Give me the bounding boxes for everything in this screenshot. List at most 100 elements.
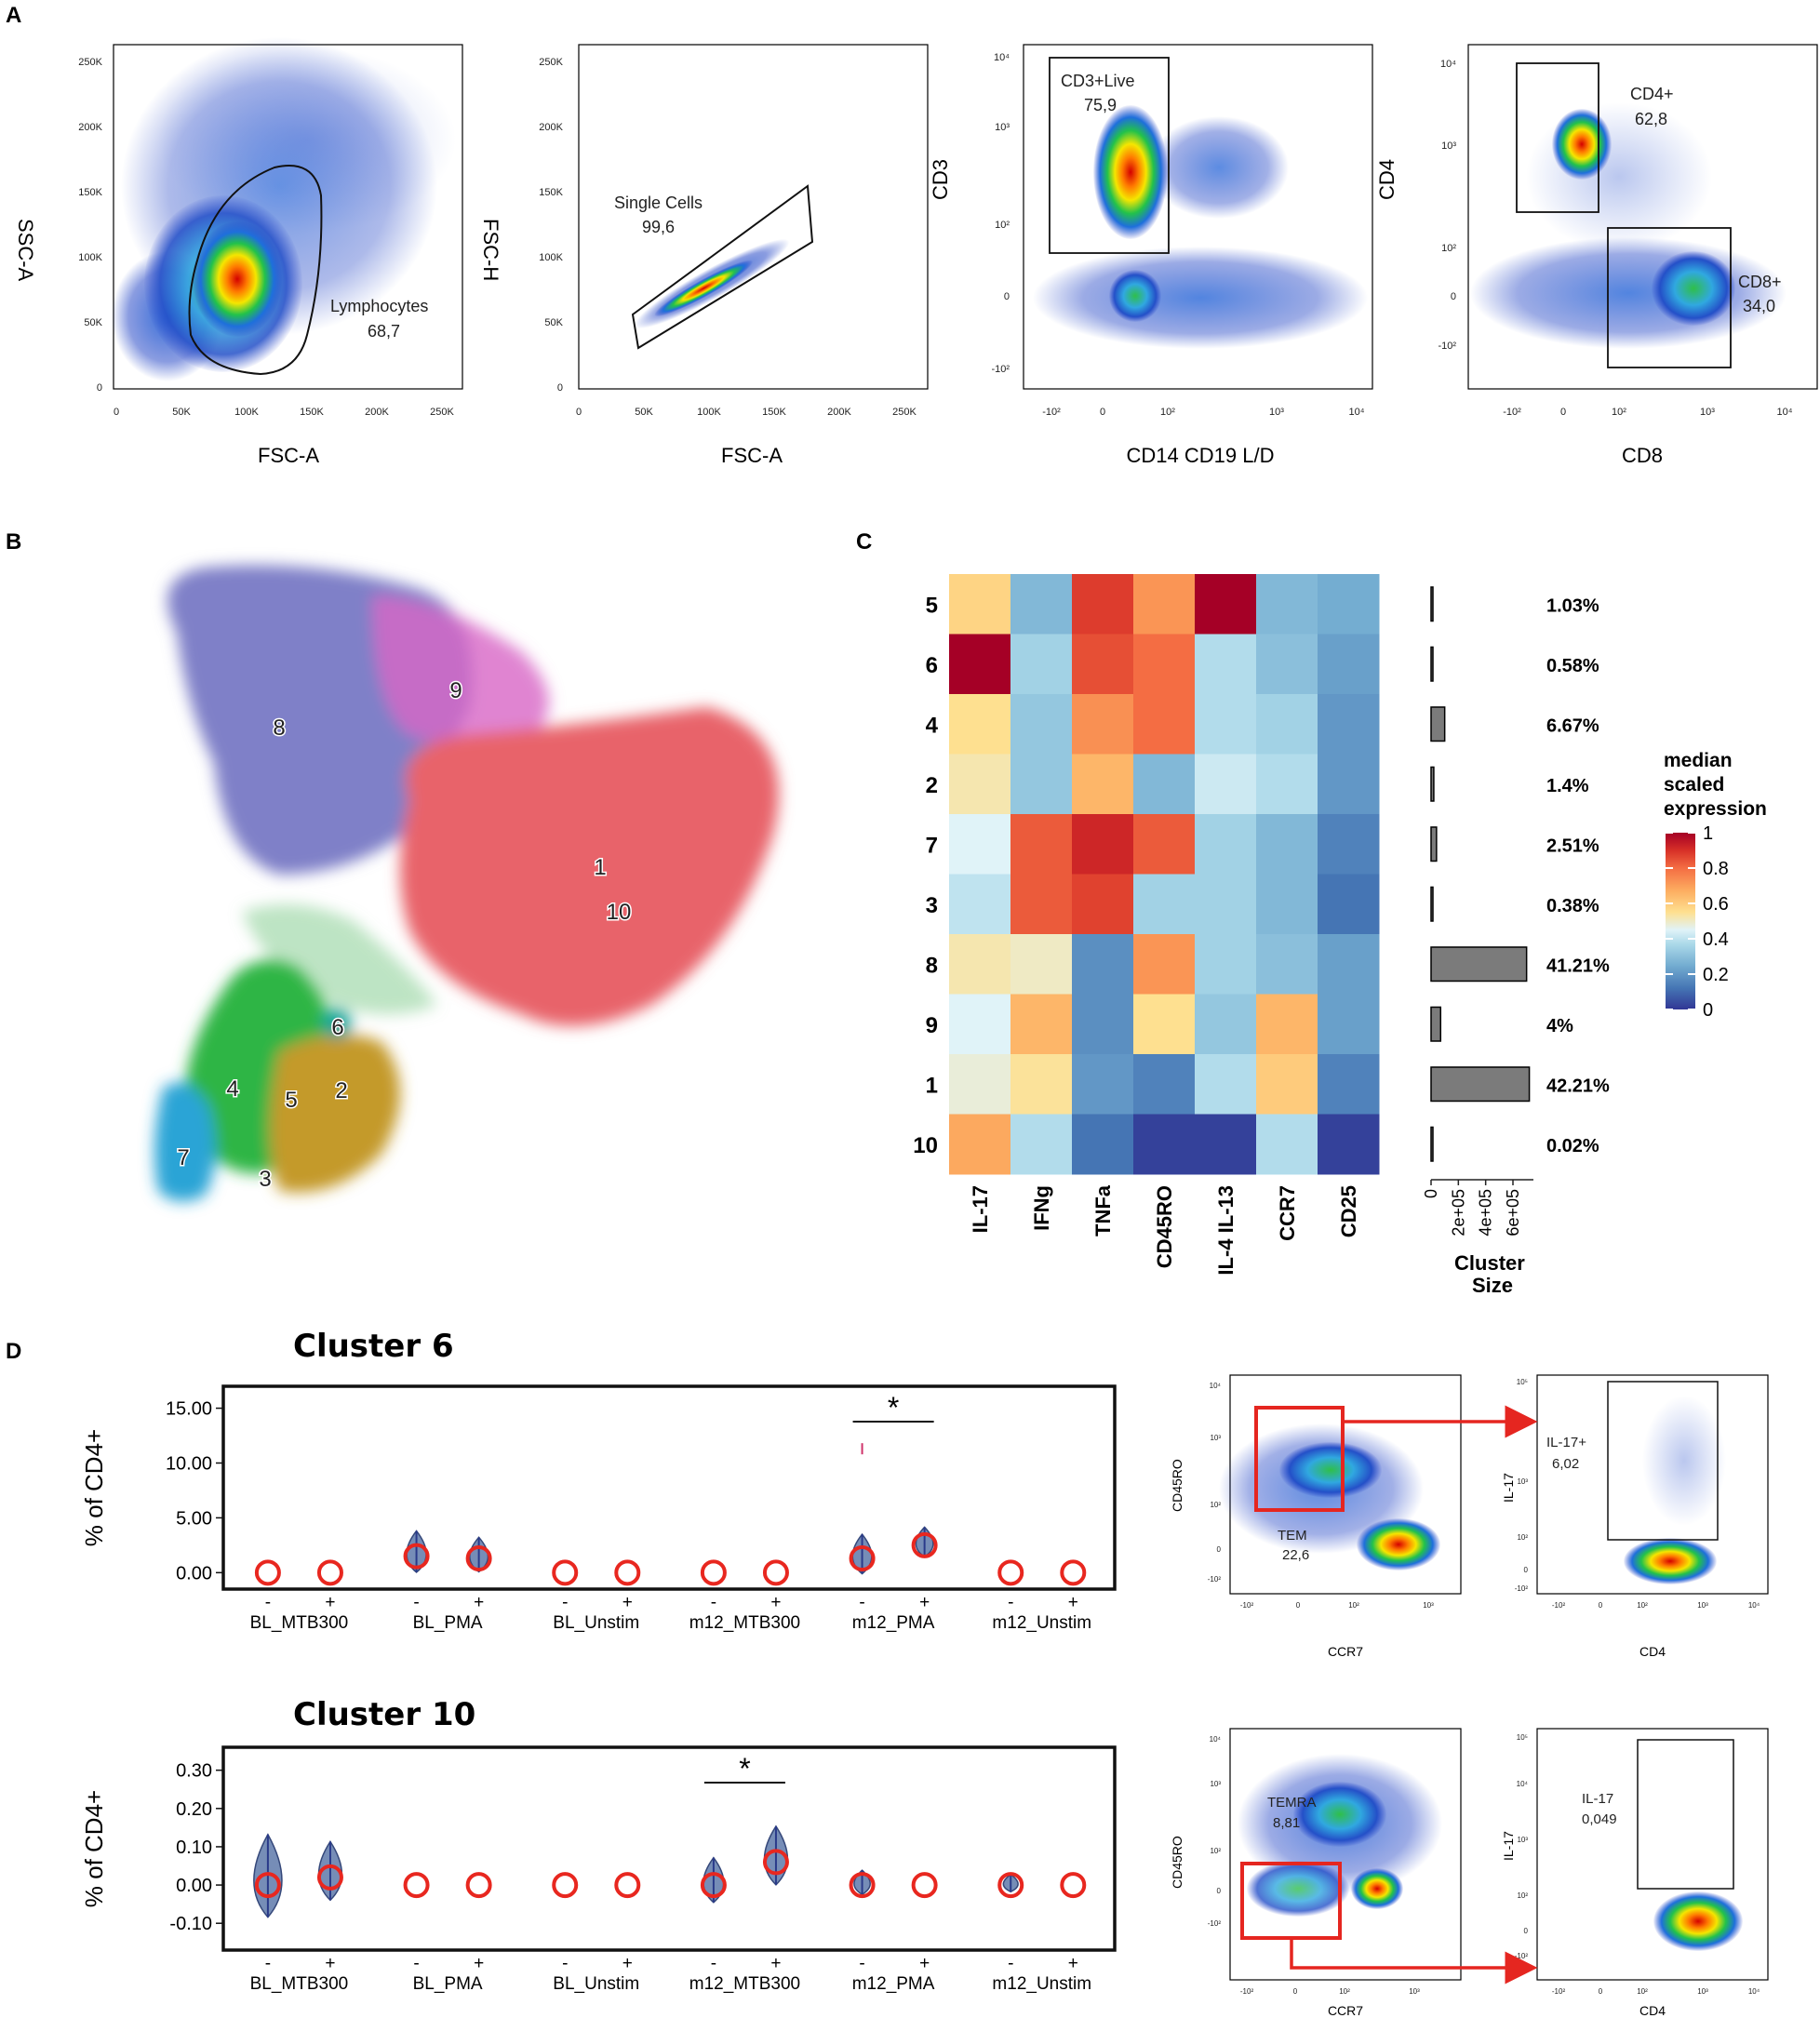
heatmap-cell (1318, 754, 1380, 815)
xtick-2: 100K (697, 407, 721, 418)
ylabel-flow4: IL-17 (1501, 1831, 1516, 1861)
colorbar-tick-label: 0 (1703, 1000, 1713, 1021)
cluster-size-bar (1430, 1126, 1434, 1162)
heatmap-cell (949, 1114, 1011, 1175)
colorbar-title-line2: scaled (1664, 774, 1724, 795)
heatmap-cell (1010, 994, 1073, 1055)
xtick-1: 50K (172, 407, 191, 418)
violin-median-marker (849, 1872, 876, 1899)
panel-label-d: D (6, 1339, 21, 1364)
heatmap-cell (1133, 934, 1196, 995)
umap-label: 3 (259, 1167, 271, 1192)
heatmap-cell (949, 994, 1011, 1055)
violin-median-marker (403, 1543, 430, 1570)
y-tick-label: 5.00 (176, 1508, 212, 1529)
violin-sign-label: - (413, 1954, 419, 1973)
cluster-size-axis: 0 2e+05 4e+05 6e+05 (1422, 1179, 1533, 1236)
xtick: 10³ (1697, 1987, 1708, 1996)
cluster-size-bar (1430, 886, 1434, 922)
heatmap-cell (1195, 754, 1257, 815)
ytick: 10³ (1210, 1780, 1221, 1788)
flow-plot-cd3-live (1023, 44, 1373, 390)
violin-median-marker (552, 1559, 579, 1586)
gate-value-plot1: 68,7 (368, 322, 400, 341)
violin-frame (221, 1745, 1117, 1952)
umap-label: 6 (331, 1015, 343, 1040)
y-tick-label: 15.00 (166, 1399, 212, 1420)
ticks-plot3: -10² 0 10² 10³ 10⁴ -10² 0 10² 10³ 10⁴ (991, 52, 1364, 418)
colorbar-title-line3: expression (1664, 798, 1767, 820)
heatmap-column-label: CCR7 (1276, 1185, 1299, 1241)
xtick: 10² (1637, 1601, 1648, 1610)
ticks-plot4: -10² 0 10² 10³ 10⁴ -10² 0 10² 10³ 10⁴ (1438, 59, 1792, 418)
violin-sign-label: - (1008, 1593, 1013, 1612)
heatmap-cell (1318, 694, 1380, 755)
heatmap-cell (1318, 814, 1380, 875)
ticks-plot1: 0 50K 100K 150K 200K 250K 0 50K 100K 150… (78, 57, 454, 418)
umap-label: 9 (449, 678, 462, 703)
cluster-size-tick-label: 6e+05 (1504, 1189, 1522, 1236)
y-tick-label: 10.00 (166, 1453, 212, 1474)
violin-median-marker (614, 1559, 641, 1586)
violin-group-label: m12_Unstim (992, 1613, 1091, 1633)
xtick-4: 10⁴ (1777, 407, 1793, 418)
violin-sign-label: - (265, 1954, 271, 1973)
ytick-0: 0 (557, 382, 563, 394)
ytick: 10² (1517, 1533, 1528, 1542)
heatmap-cell (1133, 694, 1196, 755)
ytick-0: 0 (97, 382, 102, 394)
heatmap-cell (1318, 634, 1380, 695)
heatmap-cell (1195, 994, 1257, 1055)
violin-median-marker (614, 1872, 641, 1899)
xtick: 10³ (1697, 1601, 1708, 1610)
significance-label: * (739, 1752, 750, 1785)
heatmap-cell (1256, 1114, 1318, 1175)
ticks-flow3: 10⁴ 10³ 10² 0 -10² -10² 0 10² 10³ (1208, 1735, 1420, 1996)
violin-median-marker (1060, 1872, 1087, 1899)
cluster-size-bar (1430, 706, 1446, 742)
ytick: 10² (1210, 1501, 1221, 1509)
heatmap-cell (1318, 934, 1380, 995)
xtick: 0 (1296, 1601, 1301, 1610)
ytick: 10⁴ (1210, 1735, 1222, 1744)
heatmap-cell (949, 814, 1011, 875)
cluster-size-bar (1430, 646, 1434, 682)
xtick-2: 10² (1160, 407, 1175, 418)
ytick-4: 10⁴ (994, 52, 1010, 63)
xtick: 10⁴ (1748, 1987, 1760, 1996)
xtick-0: 0 (114, 407, 119, 418)
violin-sign-label: - (859, 1954, 864, 1973)
xtick-3: 150K (300, 407, 324, 418)
heatmap-cell (1318, 1114, 1380, 1175)
violin-group-label: BL_MTB300 (250, 1974, 349, 1994)
xlabel-plot4: CD8 (1622, 444, 1663, 467)
significance-label: * (888, 1391, 899, 1424)
gate-label-flow1: TEM (1278, 1528, 1307, 1544)
violin-median-marker (254, 1872, 281, 1899)
cluster-size-percentage: 0.58% (1546, 656, 1599, 676)
xtick-1: 0 (1100, 407, 1105, 418)
gate-value-flow4: 0,049 (1582, 1811, 1617, 1827)
xtick: -10² (1552, 1987, 1566, 1996)
violin-group-label: m12_MTB300 (689, 1974, 800, 1994)
heatmap-cell (1072, 994, 1134, 1055)
violin-median-marker (762, 1559, 789, 1586)
heatmap-cell (1133, 634, 1196, 695)
ytick-5: 250K (539, 57, 563, 68)
violin-sign-label: - (562, 1954, 568, 1973)
violin-group-label: BL_MTB300 (250, 1613, 349, 1633)
heatmap-cell (1010, 754, 1073, 815)
heatmap-cell (1318, 874, 1380, 935)
heatmap-column-label: CD45RO (1153, 1185, 1176, 1268)
violin-sign-label: + (919, 1593, 930, 1612)
ytick-3: 10³ (1441, 140, 1456, 152)
flow-plot-single-cells (578, 44, 929, 390)
xlabel-flow1: CCR7 (1328, 1644, 1363, 1659)
heatmap-cell (949, 754, 1011, 815)
ytick: 10² (1210, 1847, 1221, 1855)
ytick: -10² (1208, 1575, 1222, 1584)
heatmap-cell (1010, 634, 1073, 695)
cluster-size-bar (1430, 946, 1528, 982)
cluster-size-bar (1430, 766, 1435, 802)
